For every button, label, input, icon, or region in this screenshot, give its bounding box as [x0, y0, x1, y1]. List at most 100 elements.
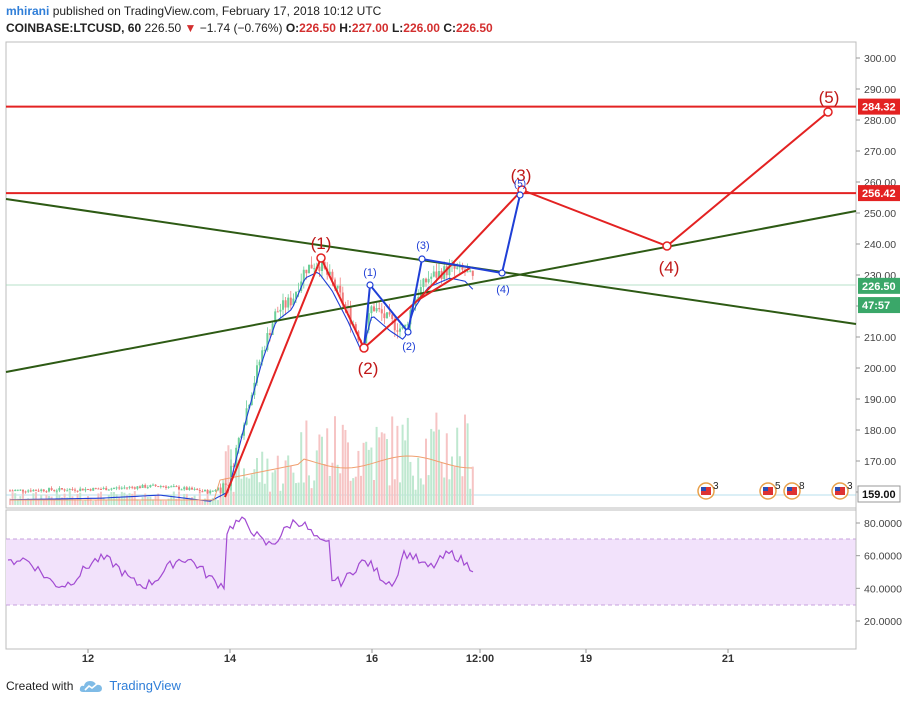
candle-body: [63, 489, 66, 491]
volume-bar: [136, 499, 139, 505]
close-label: C:: [443, 21, 456, 35]
candle-body: [380, 309, 383, 314]
time-axis-ticks: 12 14 16 12:00 19 21: [82, 649, 734, 665]
volume-bar: [308, 475, 310, 505]
volume-bar: [323, 463, 326, 505]
volume-bar: [84, 499, 87, 505]
major-wave-label-5: (5): [819, 88, 840, 107]
volume-bar: [201, 500, 204, 505]
candle-body: [24, 491, 27, 493]
publish-info: mhirani published on TradingView.com, Fe…: [6, 4, 381, 18]
us-event-icon[interactable]: 3: [831, 481, 853, 500]
volume-bar: [466, 423, 469, 505]
volume-bar: [55, 491, 58, 505]
volume-bar: [185, 493, 188, 505]
candle-body: [97, 488, 100, 490]
event-count: 5: [775, 481, 781, 492]
author-name[interactable]: mhirani: [6, 4, 50, 18]
candle-body: [11, 490, 14, 492]
candle-body: [430, 276, 433, 279]
price-axis-ticks: 300.00290.00280.00270.00260.00250.00240.…: [856, 53, 896, 499]
volume-bar: [167, 498, 170, 505]
volume-bar: [219, 494, 222, 505]
candle-body: [318, 266, 321, 272]
candle-body: [209, 490, 212, 494]
candle-body: [157, 486, 160, 488]
candle-body: [133, 487, 136, 489]
candle-body: [170, 486, 173, 488]
time-tick-label: 12: [82, 653, 94, 665]
price-tag-label: 159.00: [862, 489, 896, 501]
candle-body: [162, 486, 165, 488]
price-tag-label: 226.50: [862, 281, 896, 293]
volume-bar: [334, 416, 336, 505]
close-value: 226.50: [455, 21, 493, 35]
candle-body: [222, 483, 225, 494]
candle-body: [79, 488, 82, 492]
candle-body: [284, 300, 287, 308]
volume-bar: [430, 428, 433, 505]
volume-bar: [279, 490, 282, 505]
candle-body: [211, 490, 214, 492]
volume-bar: [289, 465, 292, 505]
candle-body: [292, 298, 295, 306]
volume-bar: [22, 491, 24, 505]
us-event-icon[interactable]: 5: [759, 481, 781, 500]
volume-bar: [406, 417, 409, 505]
major-wave-projection[interactable]: [417, 111, 829, 301]
candle-body: [136, 486, 139, 489]
volume-bar: [188, 497, 191, 505]
volume-bar: [417, 457, 420, 505]
candle-body: [297, 290, 300, 292]
minor-wave-label-1: (1): [363, 267, 376, 279]
volume-bar: [326, 428, 329, 505]
candle-body: [274, 311, 277, 324]
candle-body: [373, 306, 375, 312]
volume-bar: [89, 498, 92, 505]
candle-body: [308, 264, 310, 274]
candle-body: [175, 486, 178, 488]
candle-body: [386, 312, 388, 319]
volume-bar: [14, 493, 17, 505]
candle-body: [339, 285, 342, 293]
volume-bar: [276, 455, 279, 505]
volume-bar: [24, 499, 27, 505]
price-chart[interactable]: (1) (2) (3) (4) (5) (1) (2) (3) (4) (5) …: [0, 0, 914, 665]
candle-body: [302, 269, 305, 282]
candle-body: [149, 485, 152, 488]
volume-bar: [217, 500, 219, 505]
open-label: O:: [285, 21, 300, 35]
price-tick-label: 190.00: [864, 394, 896, 406]
candle-body: [76, 490, 79, 492]
minor-wave-label-4: (4): [496, 284, 509, 296]
volume-bar: [331, 462, 334, 505]
candle-body: [425, 278, 427, 283]
tradingview-cloud-icon: [80, 680, 103, 692]
candle-body: [42, 489, 45, 492]
candle-body: [22, 489, 24, 492]
minor-wave-path[interactable]: [363, 194, 521, 349]
candle-body: [16, 489, 19, 491]
candle-body: [126, 487, 128, 489]
candle-body: [201, 491, 204, 493]
candle-body: [9, 490, 11, 492]
volume-bar: [19, 496, 22, 505]
volume-bar: [422, 484, 425, 505]
volume-bar: [461, 476, 464, 505]
candle-body: [102, 487, 105, 490]
economic-events[interactable]: 3 5 8 3: [697, 481, 853, 500]
candle-body: [289, 297, 292, 306]
horizontal-lines: [6, 105, 856, 195]
us-event-icon[interactable]: 8: [783, 481, 805, 500]
moving-average-line: [9, 271, 474, 502]
candle-body: [383, 313, 386, 319]
low-value: 226.00: [403, 21, 440, 35]
candle-body: [32, 489, 35, 492]
candle-body: [456, 267, 459, 269]
us-event-icon[interactable]: 3: [697, 481, 719, 500]
tradingview-brand-link[interactable]: TradingView: [109, 678, 181, 693]
candle-body: [227, 484, 230, 486]
candle-body: [271, 323, 274, 336]
wave-nodes: [316, 107, 833, 353]
volume-bar: [352, 478, 355, 505]
